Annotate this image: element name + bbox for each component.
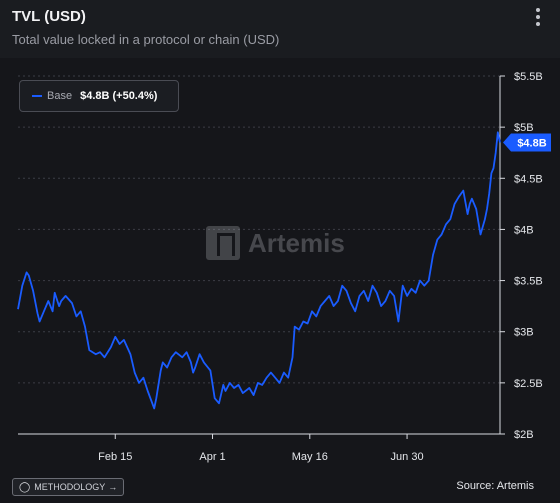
legend: Base $4.8B (+50.4%) (19, 80, 179, 112)
methodology-label: METHODOLOGY (34, 482, 106, 492)
y-tick-label: $2.5B (514, 378, 543, 390)
current-value-badge (503, 133, 551, 152)
watermark: Artemis (206, 226, 345, 260)
legend-swatch (32, 95, 42, 97)
x-tick-label: Feb 15 (98, 451, 132, 463)
chart-subtitle: Total value locked in a protocol or chai… (12, 32, 280, 47)
x-tick-label: Jun 30 (391, 451, 424, 463)
y-tick-label: $4.5B (514, 173, 543, 185)
current-value-label: $4.8B (517, 137, 546, 149)
chart-title: TVL (USD) (12, 8, 86, 25)
legend-value: $4.8B (+50.4%) (80, 90, 158, 102)
x-tick-label: Apr 1 (199, 451, 225, 463)
arrow-right-icon: → (108, 482, 118, 492)
legend-series-name: Base (47, 90, 73, 102)
source-text: Source: Artemis (456, 480, 534, 492)
x-tick-label: May 16 (292, 451, 328, 463)
y-tick-label: $2B (514, 429, 534, 441)
watermark-text: Artemis (248, 227, 345, 258)
y-tick-label: $5B (514, 122, 534, 134)
lightbulb-icon: ◯ (19, 481, 31, 493)
artemis-logo-icon (206, 226, 240, 260)
y-tick-label: $4B (514, 224, 534, 236)
series-line-base (17, 131, 501, 410)
y-tick-label: $5.5B (514, 71, 543, 83)
methodology-button[interactable]: ◯ METHODOLOGY → (12, 478, 125, 496)
y-tick-label: $3B (514, 327, 534, 339)
y-tick-label: $3.5B (514, 276, 543, 288)
kebab-menu-icon[interactable] (534, 8, 542, 30)
